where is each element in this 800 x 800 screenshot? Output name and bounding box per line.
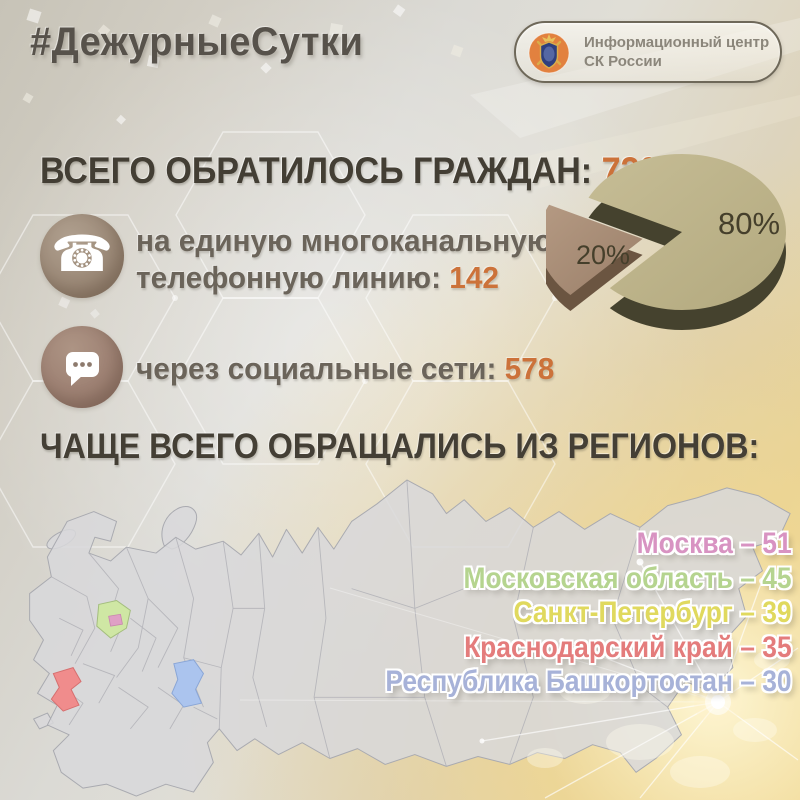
region-stat: Московская область – 45 [463, 561, 792, 595]
phone-icon-circle: ☎ [40, 214, 124, 298]
emblem-crown-icon [542, 34, 556, 42]
social-stat-text: через социальные сети: 578 [136, 350, 554, 387]
org-badge-line2: СК России [584, 53, 662, 70]
hex-pattern-icon [0, 131, 558, 548]
pie-chart: 80% 20% [546, 153, 786, 330]
total-label: ВСЕГО ОБРАТИЛОСЬ ГРАЖДАН: [40, 150, 602, 191]
org-badge-text: Информационный центр СК России [584, 33, 769, 72]
social-label: через социальные сети: [136, 351, 505, 386]
pie-slice-20 [546, 204, 643, 295]
chat-icon-circle [41, 326, 123, 408]
pie-slice-80 [588, 153, 786, 310]
phone-icon: ☎ [50, 226, 114, 282]
phone-stat-text: на единую многоканальную телефонную лини… [136, 222, 552, 296]
social-value: 578 [504, 351, 555, 386]
confetti-squares-icon [22, 4, 464, 319]
org-badge: Информационный центр СК России [514, 21, 782, 83]
phone-label-line1: на единую многоканальную [136, 223, 553, 258]
regions-heading: ЧАЩЕ ВСЕГО ОБРАЩАЛИСЬ ИЗ РЕГИОНОВ: [40, 427, 760, 466]
pie-label-80: 80% [718, 206, 780, 241]
region-stat: Санкт-Петербург – 39 [513, 596, 792, 629]
org-badge-line1: Информационный центр [584, 33, 770, 51]
map-region-moscow-city [108, 613, 123, 627]
hashtag-title: #ДежурныеСутки [30, 20, 364, 64]
regions-list: Москва – 51 Московская область – 45 Санк… [330, 527, 792, 700]
pie-label-20: 20% [576, 240, 630, 270]
chat-bubble-icon [66, 352, 99, 386]
phone-value: 142 [449, 260, 499, 295]
region-stat: Республика Башкортостан – 30 [385, 665, 792, 698]
region-stat: Москва – 51 [637, 527, 792, 560]
sk-emblem-icon [528, 32, 570, 74]
map-region-bashkortostan [171, 659, 205, 708]
map-region-krasnodar [50, 667, 82, 712]
region-stat: Краснодарский край – 35 [464, 630, 792, 664]
russia-map [29, 479, 791, 797]
phone-label-line2: телефонную линию: [136, 260, 450, 295]
